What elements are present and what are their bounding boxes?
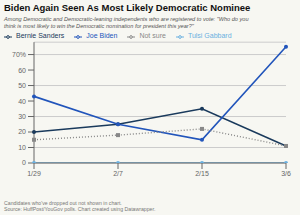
svg-text:2/15: 2/15 bbox=[195, 170, 209, 177]
html-text:Joe Biden: Joe Biden bbox=[86, 32, 118, 40]
svg-text:30: 30 bbox=[18, 113, 26, 120]
html-text:Not sure: Not sure bbox=[139, 32, 166, 40]
html-text:Candidates who've dropped out: Candidates who've dropped out not shown … bbox=[4, 199, 156, 213]
html-text:Bernie Sanders: Bernie Sanders bbox=[16, 32, 65, 40]
svg-text:50: 50 bbox=[18, 82, 26, 89]
html-text:Biden Again Seen As Most Likel: Biden Again Seen As Most Likely Democrat… bbox=[4, 2, 251, 13]
svg-text:1/29: 1/29 bbox=[27, 170, 41, 177]
svg-text:20: 20 bbox=[18, 129, 26, 136]
svg-text:70%: 70% bbox=[12, 51, 26, 58]
svg-text:60: 60 bbox=[18, 67, 26, 74]
svg-text:2/7: 2/7 bbox=[113, 170, 123, 177]
svg-text:10: 10 bbox=[18, 144, 26, 151]
svg-text:3/6: 3/6 bbox=[281, 170, 291, 177]
svg-text:40: 40 bbox=[18, 98, 26, 105]
html-text:Among Democratic and Democrati: Among Democratic and Democratic-leaning … bbox=[4, 15, 249, 30]
svg-text:0: 0 bbox=[22, 160, 26, 167]
html-text:Tulsi Gabbard: Tulsi Gabbard bbox=[187, 32, 232, 40]
